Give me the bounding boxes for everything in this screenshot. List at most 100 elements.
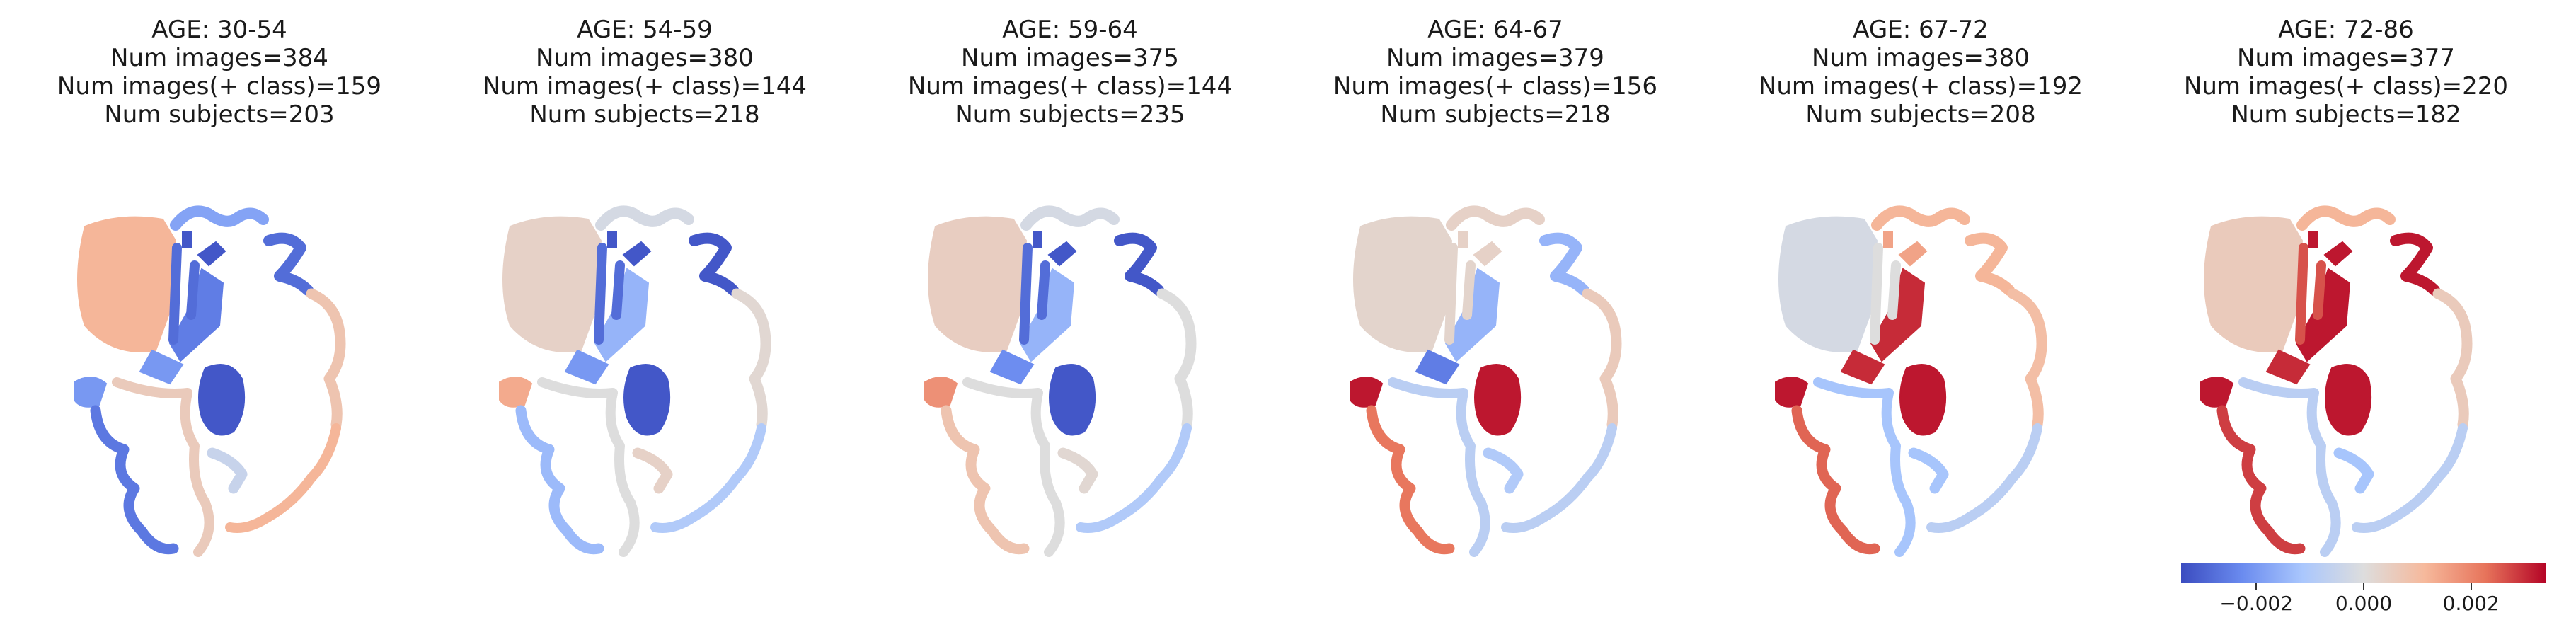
panel-title-line: Num images(+ class)=192 — [1758, 72, 2083, 101]
brain-slice-map — [1350, 205, 1622, 557]
region-inner_strip — [1870, 243, 1901, 345]
region-cortex_bottom_left — [941, 405, 1030, 555]
region-putamen_mid — [564, 349, 609, 385]
colorbar-tick — [2255, 583, 2258, 590]
region-cortex_right_lower — [1076, 423, 1192, 533]
brain-panel-2: AGE: 54-59 Num images=380 Num images(+ cla… — [432, 0, 857, 637]
region-inner_strip — [594, 243, 625, 345]
region-putamen_mid — [2265, 349, 2311, 385]
region-hippocampus — [1908, 447, 1949, 494]
region-inner_strip — [1019, 243, 1050, 345]
region-cortex_right_lower — [1501, 423, 1617, 533]
region-caudate_left — [1033, 231, 1077, 267]
region-frontal — [2204, 216, 2304, 352]
panel-title-line: AGE: 64-67 — [1427, 16, 1563, 44]
region-temporal_pole — [499, 377, 533, 408]
panel-title: AGE: 67-72 Num images=380 Num images(+ cla… — [1708, 16, 2133, 129]
region-cortex_top — [170, 205, 269, 231]
region-cortex_upper_right — [689, 232, 739, 296]
panel-title-line: Num images(+ class)=156 — [1333, 72, 1658, 101]
region-frontal — [928, 216, 1028, 352]
panel-title-line: Num images=377 — [2237, 44, 2455, 72]
panel-title-line: Num subjects=208 — [1805, 101, 2036, 129]
brain-slice-map — [924, 205, 1197, 557]
region-hippocampus — [1483, 447, 1524, 494]
panel-title-line: Num subjects=203 — [104, 101, 335, 129]
region-cortex_bottom — [962, 377, 1065, 557]
panel-title-line: Num subjects=182 — [2231, 101, 2461, 129]
region-cortex_bottom_left — [2216, 405, 2306, 555]
region-putamen_mid — [989, 349, 1035, 385]
panel-title: AGE: 30-54 Num images=384 Num images(+ cla… — [7, 16, 432, 129]
region-caudate_left — [182, 231, 226, 267]
panel-title-line: AGE: 30-54 — [151, 16, 287, 44]
panel-title-line: AGE: 67-72 — [1853, 16, 1989, 44]
brain-panel-1: AGE: 30-54 Num images=384 Num images(+ cla… — [7, 0, 432, 637]
region-frontal — [1778, 216, 1878, 352]
region-hippocampus — [207, 447, 248, 494]
region-hippocampus — [1057, 447, 1098, 494]
region-hippocampus — [2333, 447, 2374, 494]
region-frontal — [502, 216, 602, 352]
brain-slice-map — [499, 205, 771, 557]
region-temporal_pole — [74, 377, 108, 408]
brain-slice-map — [1775, 205, 2047, 557]
panel-title: AGE: 72-86 Num images=377 Num images(+ cla… — [2134, 16, 2558, 129]
brain-slice-map — [2200, 205, 2473, 557]
region-cortex_right — [1156, 288, 1197, 430]
region-cortex_upper_right — [1114, 232, 1164, 296]
region-cortex_right — [306, 288, 346, 430]
panel-title-line: AGE: 72-86 — [2278, 16, 2414, 44]
brain-panel-3: AGE: 59-64 Num images=375 Num images(+ cla… — [858, 0, 1282, 637]
region-caudate_left — [1458, 231, 1502, 267]
brain-slice-map — [74, 205, 346, 557]
region-putamen_mid — [139, 349, 184, 385]
region-cortex_bottom — [1388, 377, 1490, 557]
region-temporal_pole — [1775, 377, 1809, 408]
region-cortex_bottom — [2238, 377, 2341, 557]
colorbar-tick — [2363, 583, 2364, 590]
region-thalamus — [623, 364, 671, 436]
panel-title: AGE: 59-64 Num images=375 Num images(+ cla… — [858, 16, 1282, 129]
panel-title-line: Num images=380 — [1812, 44, 2030, 72]
brain-panel-5: AGE: 67-72 Num images=380 Num images(+ cla… — [1708, 0, 2133, 637]
region-cortex_right — [2007, 288, 2047, 430]
region-cortex_bottom — [537, 377, 640, 557]
region-cortex_bottom_left — [515, 405, 604, 555]
region-putamen_mid — [1840, 349, 1885, 385]
panel-title-line: Num images=384 — [110, 44, 328, 72]
region-frontal — [1353, 216, 1453, 352]
panel-title-line: Num images(+ class)=159 — [57, 72, 382, 101]
brain-panel-4: AGE: 64-67 Num images=379 Num images(+ cla… — [1283, 0, 1708, 637]
region-cortex_right_lower — [1926, 423, 2042, 533]
region-cortex_right — [1582, 288, 1622, 430]
region-thalamus — [1474, 364, 1522, 436]
region-temporal_pole — [924, 377, 958, 408]
region-cortex_top — [2296, 205, 2396, 231]
region-inner_strip — [168, 243, 200, 345]
colorbar-tick — [2470, 583, 2472, 590]
region-cortex_right_lower — [2352, 423, 2468, 533]
region-thalamus — [1899, 364, 1947, 436]
region-inner_strip — [1444, 243, 1476, 345]
region-cortex_right — [731, 288, 771, 430]
region-cortex_top — [1446, 205, 1545, 231]
brain-panel-6: AGE: 72-86 Num images=377 Num images(+ cla… — [2134, 0, 2558, 637]
colorbar-gradient — [2181, 563, 2546, 583]
region-putamen_mid — [1415, 349, 1460, 385]
region-caudate_left — [2308, 231, 2353, 267]
region-cortex_bottom — [1813, 377, 1916, 557]
region-caudate_left — [607, 231, 652, 267]
panel-title-line: Num images=379 — [1386, 44, 1604, 72]
colorbar-tick-label: −0.002 — [2219, 592, 2294, 615]
panel-title-line: Num images=380 — [536, 44, 754, 72]
panel-title-line: Num subjects=235 — [955, 101, 1185, 129]
region-thalamus — [1049, 364, 1096, 436]
region-cortex_right_lower — [650, 423, 766, 533]
region-cortex_upper_right — [2390, 232, 2440, 296]
region-cortex_upper_right — [1965, 232, 2015, 296]
region-cortex_bottom — [112, 377, 214, 557]
colorbar-tick-label: 0.000 — [2335, 592, 2393, 615]
panel-title-line: Num subjects=218 — [1380, 101, 1611, 129]
region-cortex_bottom_left — [1366, 405, 1455, 555]
